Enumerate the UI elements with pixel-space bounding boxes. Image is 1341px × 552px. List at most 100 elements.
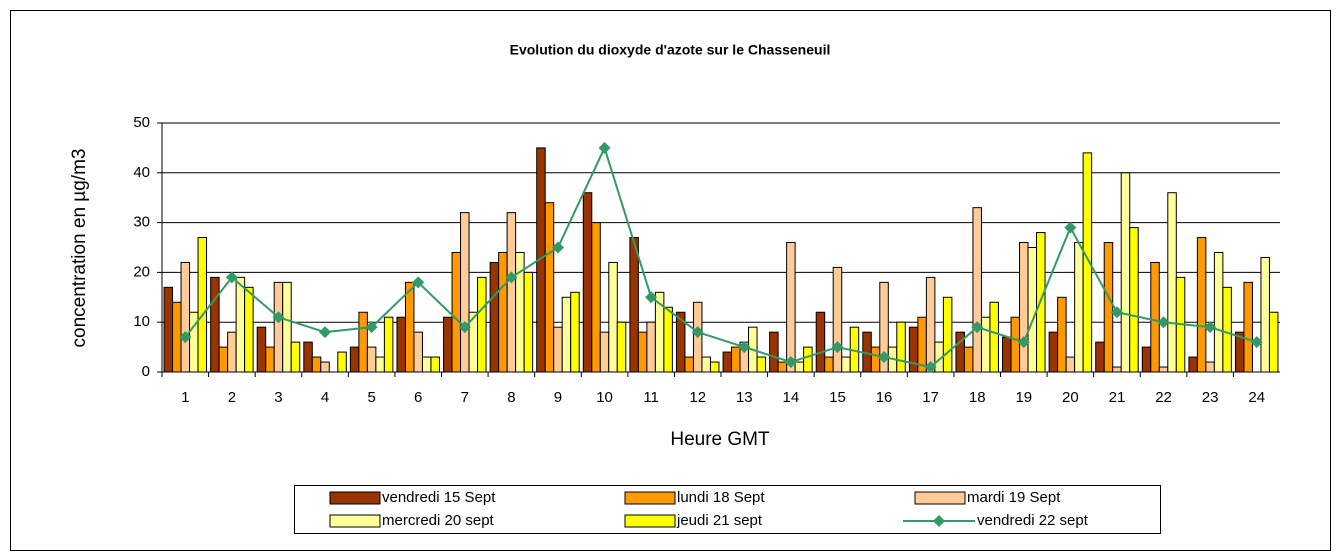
- line-marker: [505, 271, 518, 284]
- bar: [1260, 256, 1270, 373]
- bar: [311, 356, 322, 373]
- bar: [1074, 242, 1084, 373]
- line-marker: [831, 341, 844, 354]
- legend-label: jeudi 21 sept: [676, 512, 763, 529]
- bar: [1213, 251, 1224, 373]
- bar: [824, 356, 834, 373]
- y-tick-label: 40: [133, 164, 150, 181]
- bar: [180, 261, 191, 373]
- line-marker: [691, 326, 704, 339]
- bar: [218, 346, 229, 373]
- bar: [1150, 261, 1160, 373]
- bar: [349, 346, 360, 373]
- x-tick-label: 24: [1248, 389, 1265, 406]
- bar: [523, 271, 534, 373]
- bar: [794, 361, 805, 373]
- bar: [273, 281, 284, 373]
- legend-swatch: [624, 491, 676, 505]
- bar: [1167, 192, 1177, 373]
- bar: [430, 356, 440, 373]
- bar: [1141, 346, 1152, 373]
- bar: [1095, 341, 1105, 373]
- bar: [942, 296, 953, 373]
- line-marker: [924, 361, 937, 374]
- bar: [265, 346, 275, 373]
- bar: [582, 192, 593, 373]
- bar: [1010, 316, 1021, 373]
- bar: [684, 356, 694, 373]
- y-axis-label: concentration en µg/m3: [69, 149, 90, 348]
- bar: [591, 222, 601, 373]
- bar: [544, 202, 555, 373]
- x-tick-label: 14: [783, 389, 800, 406]
- line-marker: [1110, 306, 1123, 319]
- bar: [1002, 336, 1012, 373]
- bar: [731, 346, 741, 373]
- bar: [366, 346, 377, 373]
- x-tick-label: 12: [689, 389, 706, 406]
- chart-border: [10, 10, 1331, 551]
- bar: [451, 251, 462, 373]
- bar: [663, 306, 673, 373]
- bar: [358, 311, 368, 373]
- legend-label: mercredi 20 sept: [382, 512, 495, 529]
- bar: [1158, 366, 1169, 373]
- x-tick-label: 13: [736, 389, 753, 406]
- bar: [282, 281, 292, 373]
- x-tick-label: 11: [643, 389, 659, 406]
- bar: [506, 212, 517, 373]
- bar: [443, 316, 453, 373]
- bar: [629, 237, 639, 373]
- bar: [421, 356, 432, 373]
- bar: [1112, 366, 1122, 373]
- line: [184, 145, 1258, 369]
- legend-label: mardi 19 Sept: [967, 489, 1061, 506]
- line-marker: [1064, 221, 1077, 234]
- bar: [375, 356, 385, 373]
- bar: [832, 266, 843, 373]
- bar: [637, 331, 648, 373]
- bar: [1243, 281, 1253, 373]
- bar: [1057, 296, 1067, 373]
- bar: [383, 316, 394, 373]
- bar: [908, 326, 919, 373]
- x-tick-label: 21: [1109, 389, 1126, 406]
- line-marker: [598, 141, 611, 154]
- bar: [1082, 152, 1093, 373]
- line-marker: [412, 276, 425, 289]
- bar: [489, 261, 500, 373]
- bar: [337, 351, 347, 373]
- bar: [815, 311, 826, 373]
- bar: [477, 276, 487, 373]
- bar: [599, 331, 610, 373]
- y-tick-label: 0: [142, 363, 150, 380]
- bar: [870, 346, 881, 373]
- x-tick-label: 9: [554, 389, 562, 406]
- bar: [722, 351, 733, 373]
- line-marker: [365, 321, 378, 334]
- x-tick-label: 17: [922, 389, 939, 406]
- bar: [553, 326, 563, 373]
- bar: [980, 316, 991, 373]
- bar: [972, 207, 982, 373]
- x-tick-label: 2: [228, 389, 236, 406]
- x-tick-label: 5: [367, 389, 375, 406]
- line-marker: [784, 356, 797, 369]
- bar: [320, 361, 330, 373]
- bar: [756, 356, 767, 373]
- bar: [561, 296, 572, 373]
- x-tick-label: 6: [414, 389, 422, 406]
- bar: [404, 281, 415, 373]
- bar: [1205, 361, 1215, 373]
- x-axis-label: Heure GMT: [670, 429, 770, 450]
- line-marker: [1204, 321, 1217, 334]
- bar: [1019, 242, 1029, 373]
- bar: [646, 321, 656, 373]
- y-tick-label: 20: [133, 263, 150, 280]
- x-tick-label: 23: [1202, 389, 1219, 406]
- bar: [608, 261, 618, 373]
- bar: [163, 286, 174, 373]
- bar: [879, 281, 889, 373]
- line-marker: [1017, 336, 1030, 349]
- line-marker: [645, 291, 658, 304]
